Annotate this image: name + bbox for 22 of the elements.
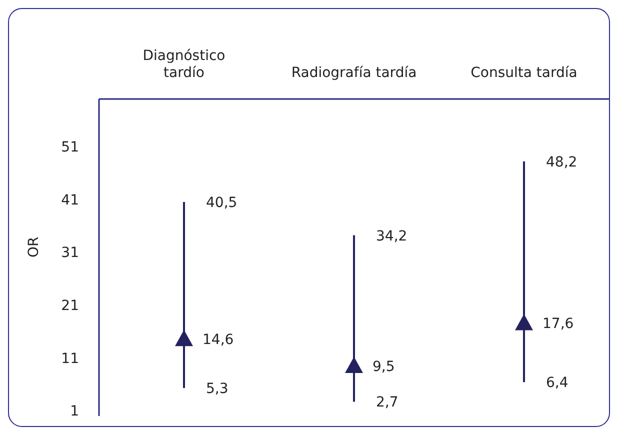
y-tick-label: 31 (61, 245, 79, 262)
y-tick-label: 41 (61, 192, 79, 208)
data-label: 17,6 (542, 316, 574, 332)
x-tick-label: Consulta tardía (470, 65, 578, 81)
point (515, 314, 533, 330)
y-tick-label: 11 (61, 350, 79, 367)
annotation: 48,2 (546, 154, 578, 170)
annotation: 2,7 (376, 394, 398, 411)
y-tick-label: 51 (61, 140, 79, 156)
annotation: 34,2 (376, 228, 408, 244)
y-tick-label: 21 (61, 298, 79, 314)
point (175, 330, 193, 346)
data-label: 9,5 (372, 358, 395, 375)
y-tick-label: 1 (70, 404, 79, 420)
annotation: 6,4 (546, 375, 568, 392)
y-axis-title: OR (26, 236, 42, 258)
data-label: 14,6 (202, 332, 234, 348)
point (345, 356, 363, 374)
annotation: 40,5 (206, 194, 238, 211)
x-tick-label: Diagnóstico tardío (142, 48, 226, 81)
x-tick-label: Radiografía tardía (291, 65, 417, 81)
annotation: 5,3 (206, 380, 228, 397)
